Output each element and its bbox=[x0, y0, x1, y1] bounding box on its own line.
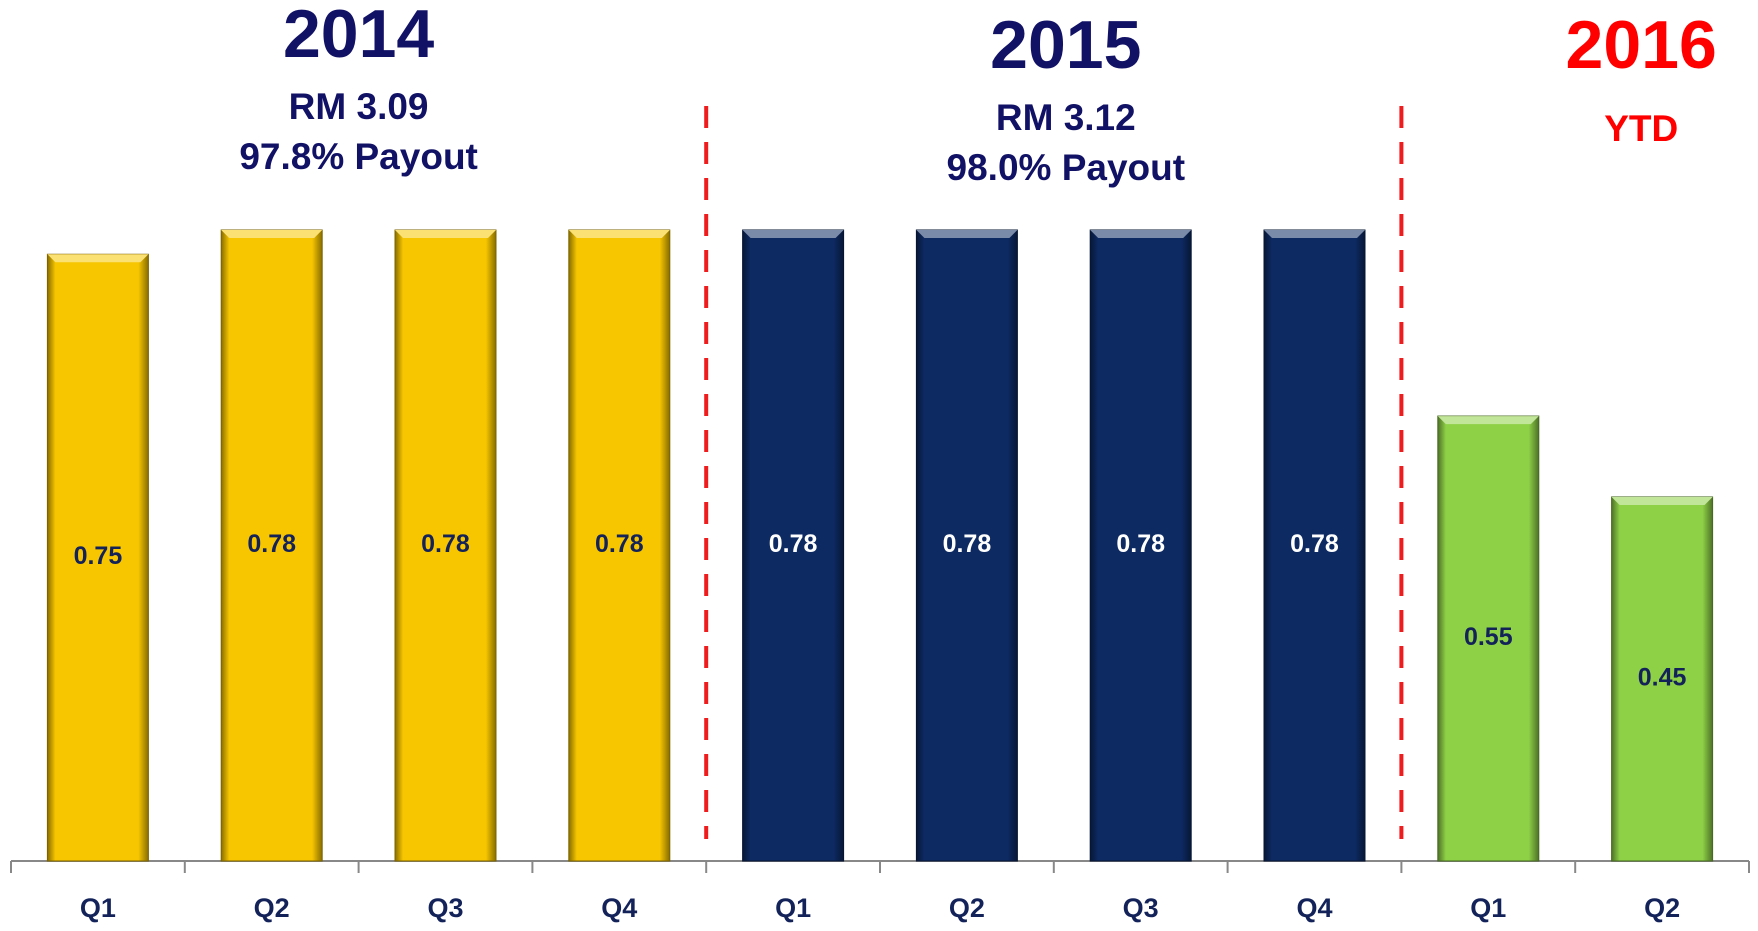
x-tick-label: Q2 bbox=[254, 893, 290, 923]
bar-bevel bbox=[395, 230, 496, 238]
x-tick-label: Q3 bbox=[1123, 893, 1159, 923]
data-label: 0.78 bbox=[595, 530, 644, 558]
data-label: 0.75 bbox=[74, 542, 123, 570]
x-tick-label: Q4 bbox=[1296, 893, 1332, 923]
data-label: 0.78 bbox=[1116, 530, 1165, 558]
x-tick-label: Q4 bbox=[601, 893, 637, 923]
bar-bevel bbox=[221, 230, 323, 238]
bar bbox=[220, 229, 323, 862]
group-annotation: YTD bbox=[1604, 108, 1678, 149]
bar bbox=[1263, 229, 1366, 862]
bar-bevel bbox=[47, 254, 149, 263]
bar bbox=[46, 253, 149, 862]
data-label: 0.45 bbox=[1638, 664, 1687, 692]
bar bbox=[742, 229, 845, 862]
x-tick-label: Q2 bbox=[1644, 893, 1680, 923]
group-title: 2014 bbox=[283, 0, 434, 72]
bar-bevel bbox=[1437, 416, 1539, 425]
group-annotation: 97.8% Payout bbox=[239, 136, 478, 177]
data-label: 0.78 bbox=[247, 530, 296, 558]
bar-bevel bbox=[1090, 230, 1192, 238]
data-label: 0.78 bbox=[769, 530, 818, 558]
bar-bevel bbox=[1611, 496, 1713, 505]
bar bbox=[1089, 229, 1192, 862]
group-title: 2015 bbox=[990, 7, 1141, 83]
data-label: 0.78 bbox=[1290, 530, 1339, 558]
bar bbox=[915, 229, 1018, 862]
x-tick-label: Q3 bbox=[427, 893, 463, 923]
x-tick-label: Q1 bbox=[80, 893, 116, 923]
x-tick-label: Q1 bbox=[775, 893, 811, 923]
group-annotation: RM 3.09 bbox=[289, 86, 429, 127]
bar-bevel bbox=[742, 230, 844, 238]
bar-bevel bbox=[568, 230, 670, 238]
group-annotation: RM 3.12 bbox=[996, 97, 1136, 138]
group-annotation: 98.0% Payout bbox=[947, 147, 1186, 188]
x-tick-label: Q1 bbox=[1470, 893, 1506, 923]
data-label: 0.55 bbox=[1464, 623, 1513, 651]
data-label: 0.78 bbox=[943, 530, 992, 558]
bar-bevel bbox=[1264, 230, 1365, 238]
bar-bevel bbox=[916, 230, 1018, 238]
group-title: 2016 bbox=[1566, 7, 1717, 83]
x-tick-label: Q2 bbox=[949, 893, 985, 923]
bar bbox=[1611, 496, 1714, 862]
data-label: 0.78 bbox=[421, 530, 470, 558]
